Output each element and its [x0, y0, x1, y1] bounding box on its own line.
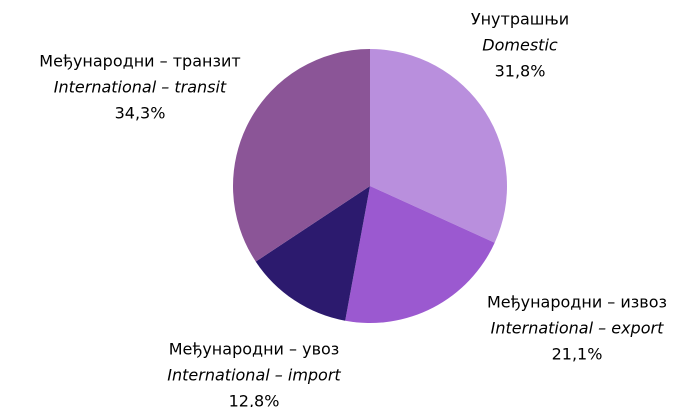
slice-label-en: Domestic — [482, 36, 558, 55]
value-label: 34,3% — [115, 104, 166, 123]
slice-label: Међународни – увоз — [169, 340, 340, 359]
slice-label-en: International – import — [167, 366, 341, 385]
pie-slice — [233, 49, 370, 262]
slice-label: Унутрашњи — [471, 10, 569, 29]
value-label: 31,8% — [495, 62, 546, 81]
slice-label: Међународни – транзит — [39, 52, 240, 71]
pie-slice — [370, 49, 507, 243]
value-label: 21,1% — [552, 345, 603, 364]
pie-slice — [255, 186, 370, 321]
slice-label-en: International – transit — [54, 78, 227, 97]
slice-label: Међународни – извоз — [487, 293, 667, 312]
pie-slice — [345, 186, 495, 323]
slice-label-en: International – export — [491, 319, 664, 338]
value-label: 12,8% — [229, 392, 280, 407]
